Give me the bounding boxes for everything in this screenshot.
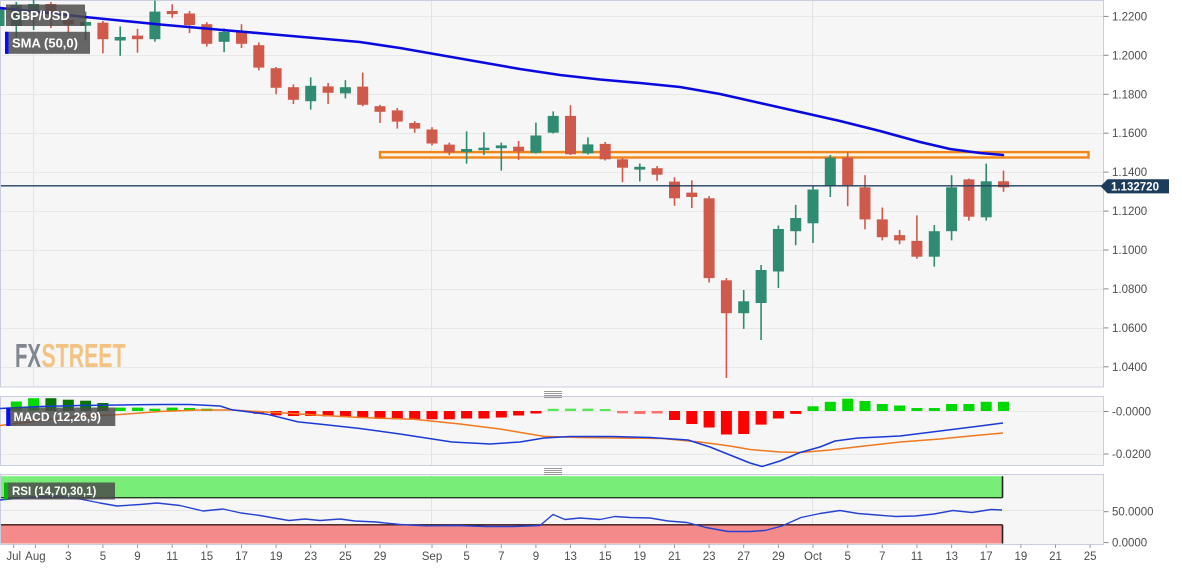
svg-text:1.132720: 1.132720 <box>1111 182 1159 194</box>
svg-text:29: 29 <box>374 551 387 563</box>
svg-text:RSI (14,70,30,1): RSI (14,70,30,1) <box>12 486 97 498</box>
svg-text:1.1600: 1.1600 <box>1112 128 1147 140</box>
svg-text:13: 13 <box>564 551 577 563</box>
svg-text:1.2000: 1.2000 <box>1112 50 1147 62</box>
svg-text:0.0000: 0.0000 <box>1112 538 1147 550</box>
svg-text:23: 23 <box>304 551 317 563</box>
svg-text:9: 9 <box>134 551 140 563</box>
svg-text:15: 15 <box>599 551 612 563</box>
svg-text:-0.0200: -0.0200 <box>1112 449 1151 461</box>
svg-text:1.0800: 1.0800 <box>1112 284 1147 296</box>
svg-text:STREET: STREET <box>42 337 126 374</box>
svg-text:9: 9 <box>533 551 539 563</box>
svg-text:19: 19 <box>270 551 283 563</box>
svg-text:5: 5 <box>844 551 850 563</box>
svg-text:Jul: Jul <box>6 551 21 563</box>
svg-text:1.1000: 1.1000 <box>1112 245 1147 257</box>
svg-text:50.0000: 50.0000 <box>1112 507 1154 519</box>
svg-text:1.1400: 1.1400 <box>1112 167 1147 179</box>
svg-text:19: 19 <box>1015 551 1028 563</box>
svg-text:Oct: Oct <box>804 551 823 563</box>
svg-text:11: 11 <box>166 551 178 563</box>
svg-text:SMA (50,0): SMA (50,0) <box>12 36 78 51</box>
svg-text:1.1200: 1.1200 <box>1112 206 1147 218</box>
svg-text:23: 23 <box>703 551 716 563</box>
svg-text:7: 7 <box>879 551 885 563</box>
svg-text:27: 27 <box>737 551 750 563</box>
svg-text:15: 15 <box>200 551 213 563</box>
svg-text:1.0600: 1.0600 <box>1112 323 1147 335</box>
svg-text:21: 21 <box>1049 551 1062 563</box>
svg-text:13: 13 <box>945 551 958 563</box>
svg-text:MACD (12,26,9): MACD (12,26,9) <box>14 410 101 424</box>
svg-text:1.0400: 1.0400 <box>1112 362 1147 374</box>
svg-text:17: 17 <box>235 551 248 563</box>
svg-text:11: 11 <box>911 551 923 563</box>
svg-text:19: 19 <box>633 551 646 563</box>
svg-text:1.1800: 1.1800 <box>1112 89 1147 101</box>
svg-text:29: 29 <box>772 551 785 563</box>
svg-text:FX: FX <box>15 337 41 374</box>
svg-text:5: 5 <box>100 551 106 563</box>
svg-text:7: 7 <box>498 551 504 563</box>
svg-text:21: 21 <box>668 551 681 563</box>
svg-text:17: 17 <box>980 551 993 563</box>
svg-text:25: 25 <box>1084 551 1097 563</box>
svg-text:GBP/USD: GBP/USD <box>11 8 70 23</box>
svg-text:-0.0000: -0.0000 <box>1112 407 1151 419</box>
svg-text:Aug: Aug <box>25 551 45 563</box>
svg-text:5: 5 <box>463 551 469 563</box>
svg-text:25: 25 <box>339 551 352 563</box>
svg-text:1.2200: 1.2200 <box>1112 11 1147 23</box>
svg-text:3: 3 <box>65 551 71 563</box>
svg-text:Sep: Sep <box>422 551 442 563</box>
